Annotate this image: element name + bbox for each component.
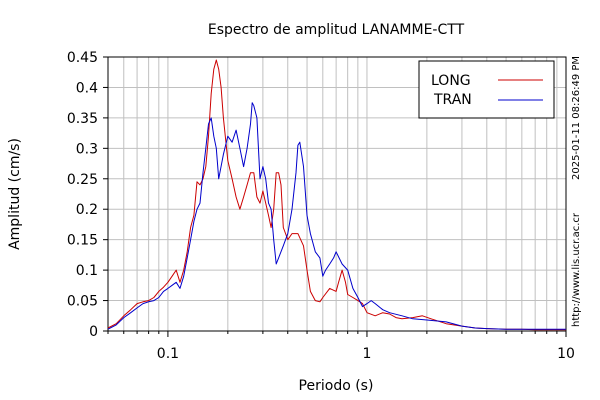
y-tick-label-2: 0.1 <box>76 263 98 279</box>
legend-label-long: LONG <box>431 73 471 89</box>
timestamp-label: 2025-01-11 08:26:49 PM <box>571 56 582 180</box>
y-tick-label-7: 0.35 <box>67 111 98 127</box>
x-axis: 0.1 1 10 <box>107 331 575 362</box>
legend: LONG TRAN <box>418 60 555 119</box>
x-axis-label: Periodo (s) <box>299 378 374 394</box>
y-tick-label-3: 0.15 <box>67 233 98 249</box>
x-tick-label-0: 0.1 <box>157 346 179 362</box>
legend-label-tran: TRAN <box>433 92 472 108</box>
x-tick-label-1: 1 <box>362 346 371 362</box>
y-tick-label-8: 0.4 <box>76 80 98 96</box>
x-tick-label-2: 10 <box>557 346 575 362</box>
series-lines <box>107 59 566 331</box>
series-line-tran <box>107 102 566 330</box>
y-axis-label: Amplitud (cm/s) <box>7 138 23 250</box>
y-tick-label-9: 0.45 <box>67 50 98 66</box>
y-tick-label-5: 0.25 <box>67 172 98 188</box>
website-url-label: http://www.lis.ucr.ac.cr <box>571 212 582 327</box>
y-tick-label-1: 0.05 <box>67 294 98 310</box>
legend-box <box>418 60 555 119</box>
y-tick-label-4: 0.2 <box>76 202 98 218</box>
plot-area-frame <box>107 56 567 332</box>
y-tick-label-0: 0 <box>89 324 98 340</box>
series-line-long <box>107 59 566 331</box>
chart-title: Espectro de amplitud LANAMME-CTT <box>208 22 465 38</box>
y-axis: 0 0.05 0.1 0.15 0.2 0.25 0.3 0.35 0.4 0.45 <box>67 50 108 340</box>
y-tick-label-6: 0.3 <box>76 141 98 157</box>
